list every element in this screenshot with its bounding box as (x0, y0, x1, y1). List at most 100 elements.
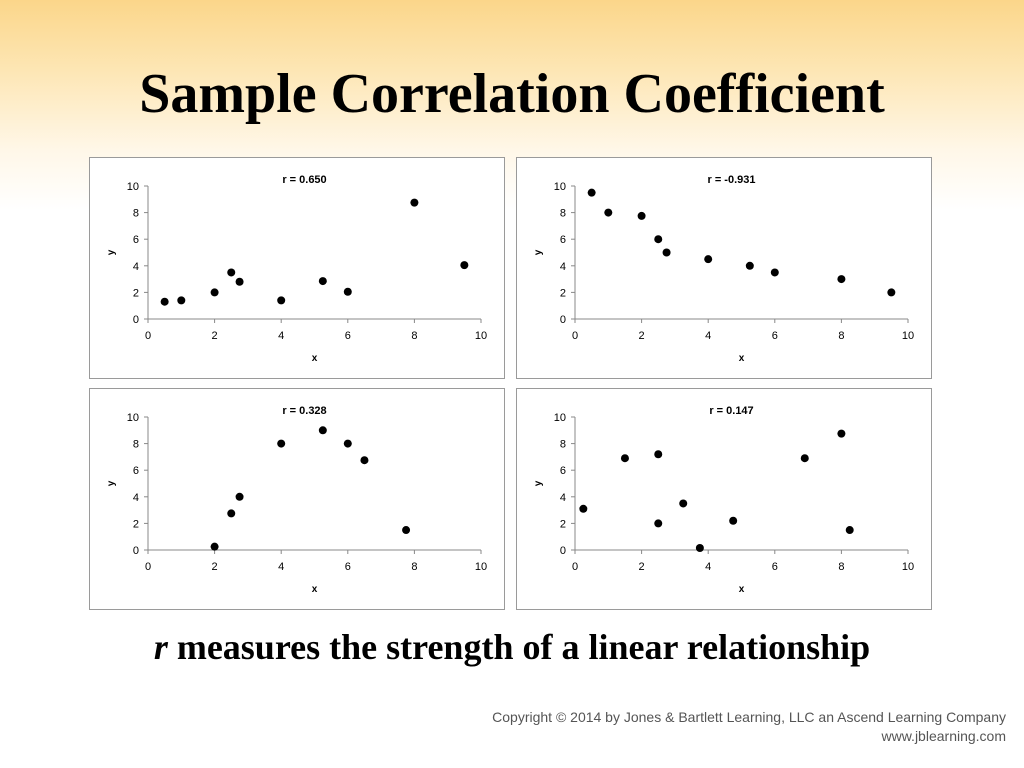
y-tick-label: 8 (560, 439, 566, 451)
x-axis-label: x (312, 584, 318, 595)
slide-caption: r measures the strength of a linear rela… (0, 626, 1024, 668)
x-axis-label: x (739, 584, 745, 595)
scatter-panel-2: 0 2 4 6 8 10 0 2 4 6 8 10 x y r = -0.931 (516, 157, 932, 379)
data-point (845, 526, 854, 535)
scatter-panel-3: 0 2 4 6 8 10 0 2 4 6 8 10 x y r = 0.328 (89, 388, 505, 610)
chart-title: r = -0.931 (707, 174, 755, 186)
data-point (402, 526, 411, 535)
x-tick-label: 6 (772, 330, 778, 342)
y-tick-label: 4 (133, 261, 139, 273)
x-tick-label: 2 (639, 561, 645, 573)
y-tick-label: 0 (133, 314, 139, 326)
data-point (343, 287, 352, 296)
data-point (654, 519, 663, 528)
y-tick-label: 8 (133, 439, 139, 451)
x-tick-label: 6 (345, 561, 351, 573)
x-tick-label: 2 (212, 330, 218, 342)
scatter-chart-3: 0 2 4 6 8 10 0 2 4 6 8 10 x y r = 0.328 (106, 405, 487, 595)
data-point (160, 297, 169, 306)
x-tick-label: 2 (212, 561, 218, 573)
y-tick-label: 4 (133, 492, 139, 504)
x-tick-label: 10 (475, 561, 487, 573)
x-tick-label: 6 (772, 561, 778, 573)
x-tick-label: 4 (705, 561, 711, 573)
chart-title: r = 0.650 (282, 174, 326, 186)
caption-variable: r (153, 627, 168, 667)
y-tick-label: 6 (560, 234, 566, 246)
data-point (800, 454, 809, 463)
y-tick-label: 4 (560, 492, 566, 504)
x-tick-label: 2 (639, 330, 645, 342)
y-tick-label: 4 (560, 261, 566, 273)
x-tick-label: 8 (838, 561, 844, 573)
data-point (343, 439, 352, 448)
y-tick-label: 6 (133, 234, 139, 246)
data-point (227, 509, 236, 518)
caption-text: measures the strength of a linear relati… (167, 627, 871, 667)
x-tick-label: 4 (705, 330, 711, 342)
x-tick-label: 10 (475, 330, 487, 342)
y-tick-label: 10 (127, 412, 139, 424)
x-tick-label: 0 (572, 561, 578, 573)
data-point (587, 188, 596, 197)
x-tick-label: 0 (572, 330, 578, 342)
data-point (235, 492, 244, 501)
data-point (770, 268, 779, 277)
y-axis-label: y (533, 480, 544, 486)
chart-title: r = 0.328 (282, 405, 326, 417)
data-point (318, 426, 327, 435)
data-point (704, 255, 713, 264)
scatter-panel-1: 0 2 4 6 8 10 0 2 4 6 8 10 x y r = 0.650 (89, 157, 505, 379)
x-axis-label: x (312, 353, 318, 364)
data-point (277, 439, 286, 448)
data-point (210, 288, 219, 297)
data-point (579, 504, 588, 513)
y-tick-label: 2 (133, 518, 139, 530)
y-tick-label: 2 (560, 287, 566, 299)
y-tick-label: 10 (554, 181, 566, 193)
data-point (695, 544, 704, 553)
data-point (745, 261, 754, 270)
x-tick-label: 10 (902, 561, 914, 573)
y-axis-label: y (533, 249, 544, 255)
data-point (604, 208, 613, 217)
y-tick-label: 10 (127, 181, 139, 193)
x-tick-label: 8 (838, 330, 844, 342)
x-tick-label: 6 (345, 330, 351, 342)
data-point (679, 499, 688, 508)
y-axis-label: y (106, 249, 117, 255)
data-point (277, 296, 286, 305)
data-point (210, 542, 219, 551)
y-tick-label: 2 (560, 518, 566, 530)
x-tick-label: 8 (411, 330, 417, 342)
x-tick-label: 0 (145, 561, 151, 573)
y-tick-label: 0 (560, 545, 566, 557)
x-tick-label: 10 (902, 330, 914, 342)
data-point (235, 277, 244, 286)
y-tick-label: 0 (560, 314, 566, 326)
data-point (318, 277, 327, 286)
x-tick-label: 0 (145, 330, 151, 342)
copyright-text: Copyright © 2014 by Jones & Bartlett Lea… (492, 709, 1006, 725)
website-text: www.jblearning.com (881, 728, 1007, 744)
data-point (837, 275, 846, 284)
data-point (654, 450, 663, 459)
y-tick-label: 6 (133, 465, 139, 477)
y-axis-label: y (106, 480, 117, 486)
scatter-chart-1: 0 2 4 6 8 10 0 2 4 6 8 10 x y r = 0.650 (106, 174, 487, 364)
data-point (662, 248, 671, 257)
y-tick-label: 0 (133, 545, 139, 557)
x-tick-label: 4 (278, 561, 284, 573)
data-point (729, 516, 738, 525)
x-tick-label: 4 (278, 330, 284, 342)
x-tick-label: 8 (411, 561, 417, 573)
y-tick-label: 10 (554, 412, 566, 424)
y-tick-label: 8 (133, 208, 139, 220)
y-tick-label: 2 (133, 287, 139, 299)
y-tick-label: 6 (560, 465, 566, 477)
slide-title: Sample Correlation Coefficient (139, 63, 885, 125)
scatter-chart-2: 0 2 4 6 8 10 0 2 4 6 8 10 x y r = -0.931 (533, 174, 914, 364)
data-point (227, 268, 236, 277)
data-point (360, 456, 369, 465)
data-point (620, 454, 629, 463)
